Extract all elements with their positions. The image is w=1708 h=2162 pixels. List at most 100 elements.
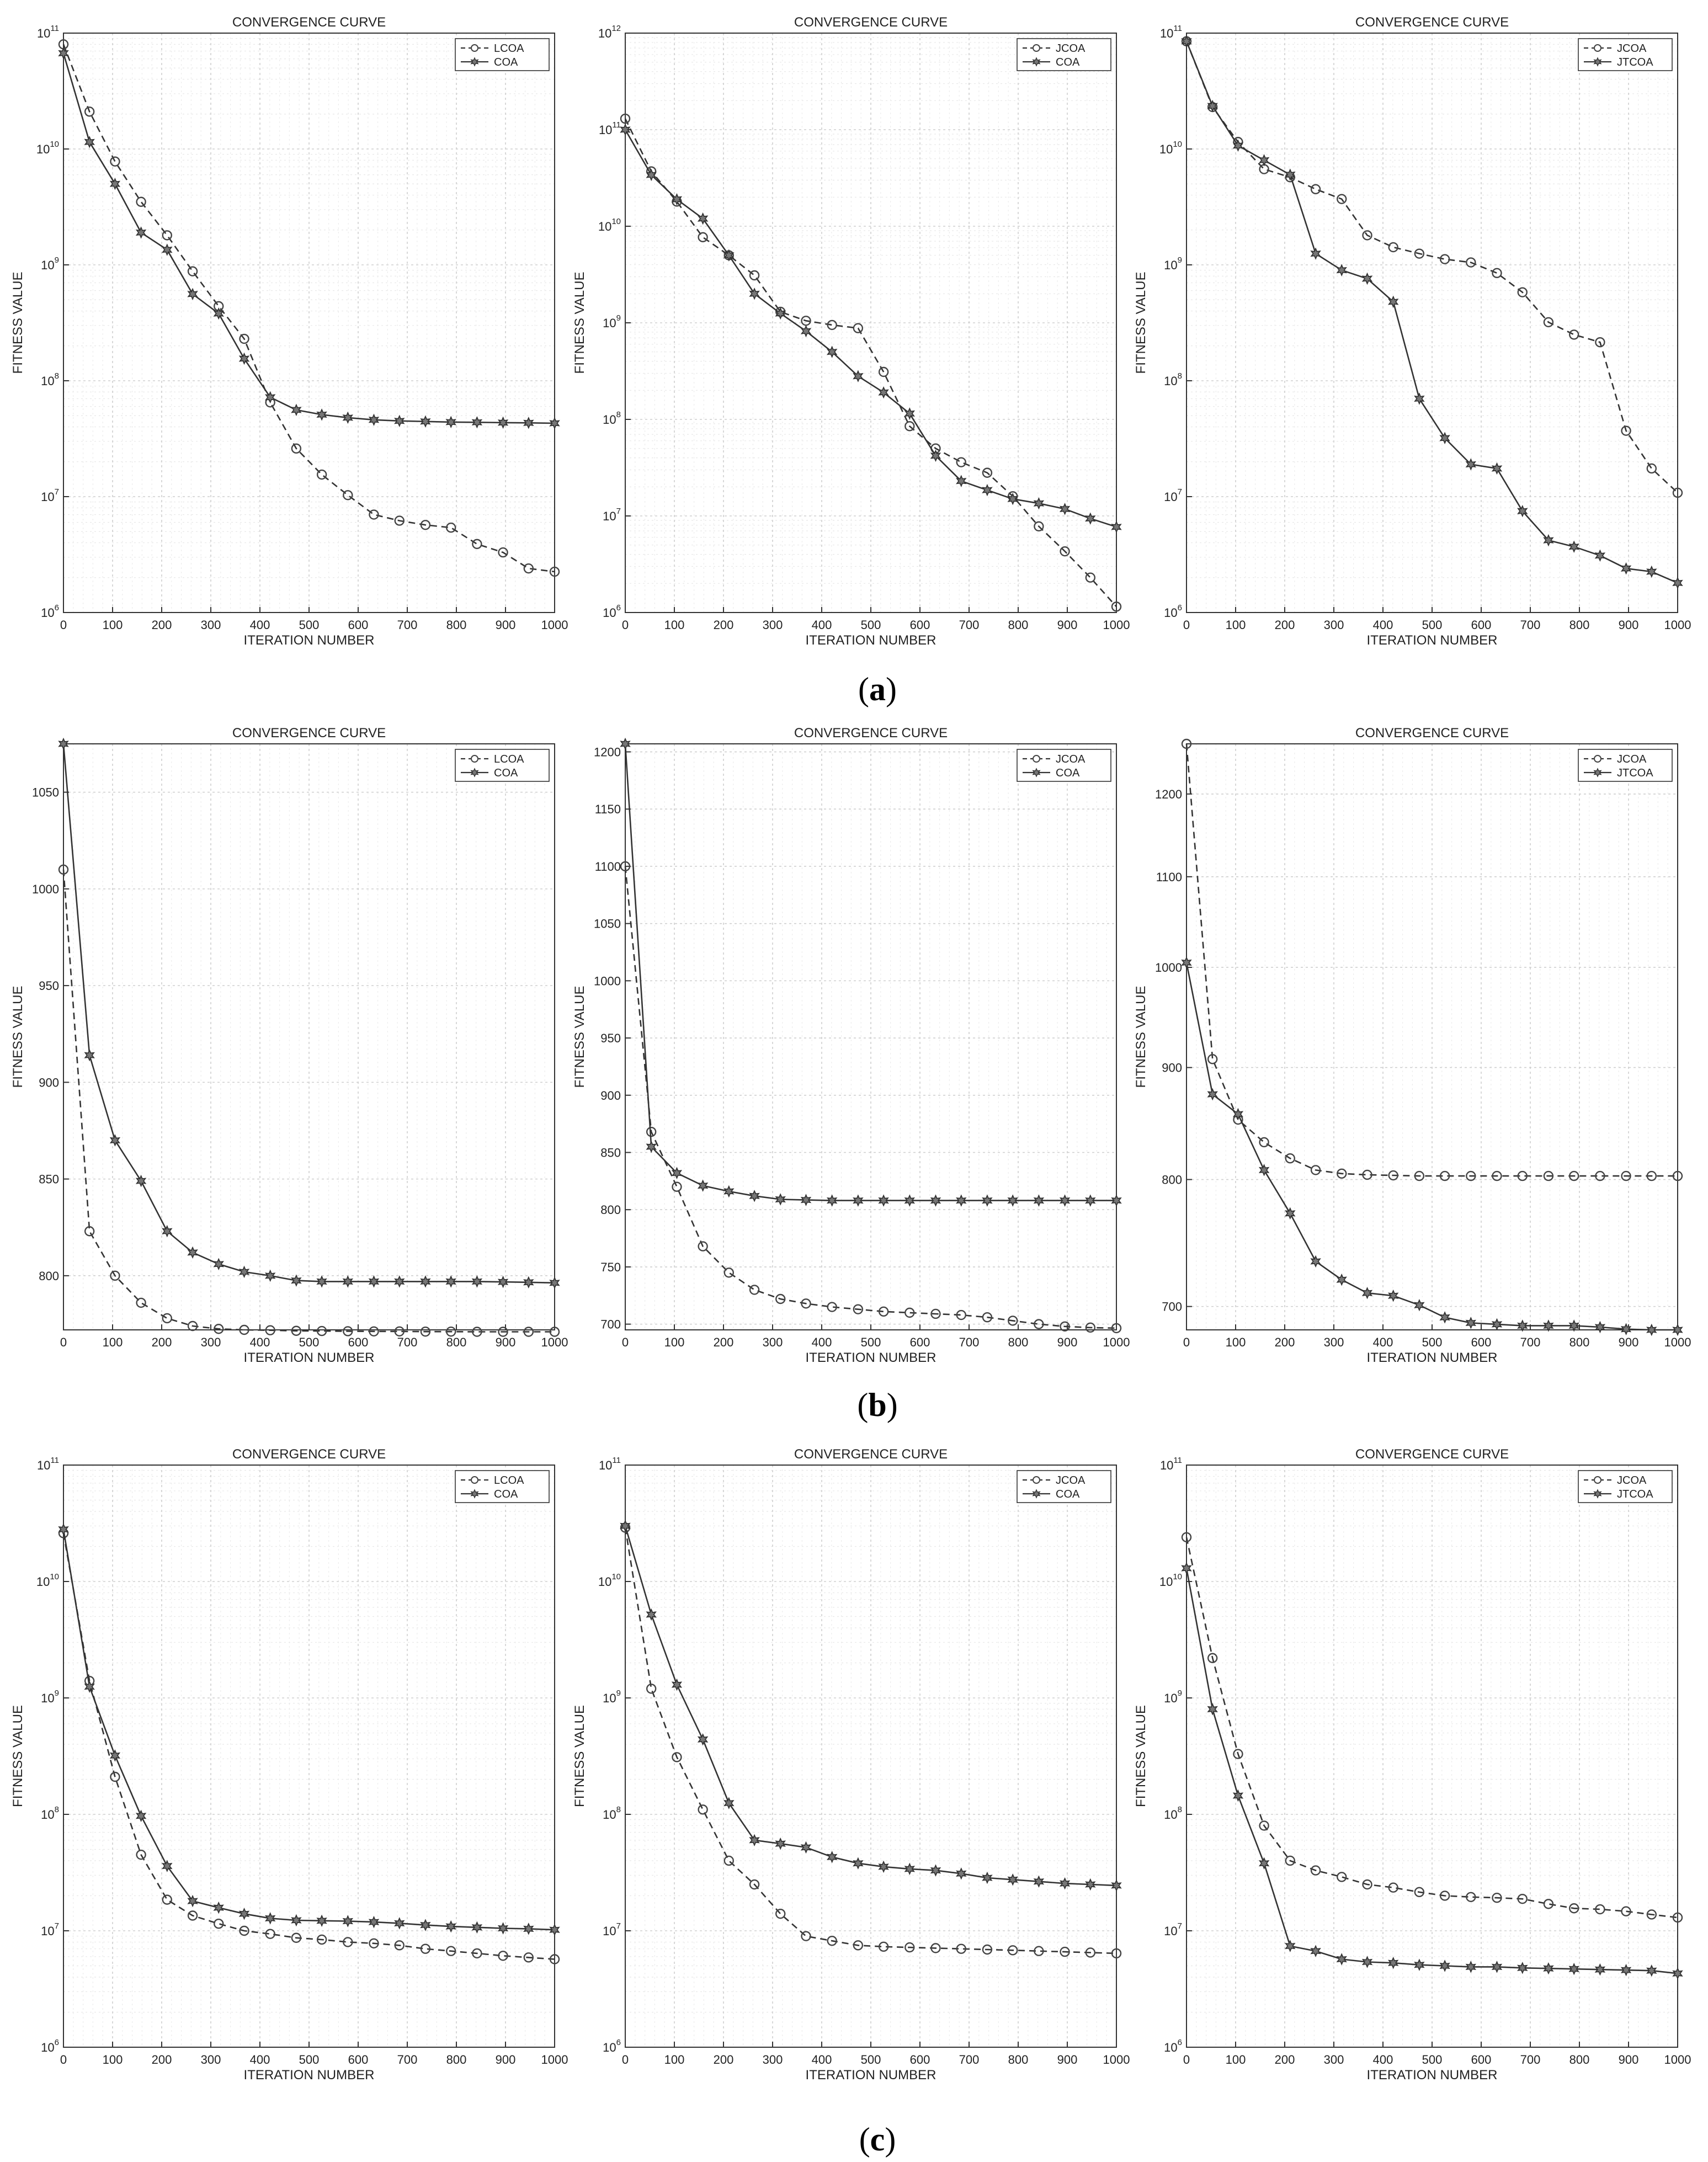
chart-a-2-point-coa bbox=[930, 449, 941, 462]
chart-c-1-xlabel: ITERATION NUMBER bbox=[244, 2068, 375, 2083]
chart-b-3-ytick-label: 700 bbox=[1162, 1300, 1182, 1314]
chart-a-1-point-lcoa bbox=[291, 443, 302, 454]
chart-b-2-xtick-label: 800 bbox=[1008, 1335, 1029, 1349]
chart-a-1-ytick-exp: 7 bbox=[55, 487, 59, 497]
chart-b-2-point-coa bbox=[853, 1194, 864, 1207]
chart-a-3-xtick-label: 1000 bbox=[1664, 618, 1691, 632]
chart-a-1-ytick-label: 107 bbox=[41, 487, 59, 504]
chart-a-2-point-coa bbox=[982, 483, 993, 497]
chart-c-1-point-lcoa bbox=[316, 1934, 327, 1945]
chart-c-3-point-jcoa bbox=[1621, 1906, 1631, 1916]
chart-b-2-point-coa bbox=[646, 1140, 657, 1153]
chart-b-3-point-jcoa bbox=[1414, 1170, 1425, 1181]
chart-c-3-point-jcoa bbox=[1337, 1872, 1347, 1882]
chart-a-2-ytick-base: 10 bbox=[598, 220, 611, 233]
chart-c-3-point-jtcoa bbox=[1232, 1789, 1244, 1802]
chart-c-3-point-jtcoa bbox=[1285, 1940, 1296, 1952]
chart-b-2-series-coa bbox=[620, 737, 1122, 1207]
chart-b-2-point-coa bbox=[956, 1194, 967, 1207]
chart-c-1-ytick-label: 108 bbox=[41, 1805, 59, 1822]
chart-b-2-point-jcoa bbox=[749, 1285, 760, 1295]
chart-b-2-point-coa bbox=[1085, 1194, 1096, 1207]
chart-a-3-point-jtcoa bbox=[1646, 565, 1657, 578]
chart-b-1: 0 100 200 300 400 500 600 700 800 900 1000 800 850 90… bbox=[10, 726, 568, 1365]
chart-a-2-point-jcoa bbox=[956, 457, 966, 467]
chart-c-1-legend-box bbox=[455, 1470, 550, 1503]
chart-c-2-xtick-label: 300 bbox=[763, 2053, 783, 2067]
chart-c-2-point-coa bbox=[904, 1862, 916, 1876]
chart-a-3-point-jtcoa bbox=[1439, 432, 1450, 445]
chart-c-1-ytick-label: 109 bbox=[41, 1689, 59, 1705]
chart-b-3-point-jcoa bbox=[1466, 1170, 1476, 1181]
chart-c-2-line-jcoa bbox=[624, 1527, 1117, 1955]
chart-a-3-xtick-label: 700 bbox=[1520, 618, 1541, 632]
chart-c-2-ytick-label: 109 bbox=[603, 1689, 621, 1705]
chart-c-1-ytick-exp: 7 bbox=[55, 1921, 59, 1931]
chart-a-3-point-jcoa bbox=[1569, 329, 1579, 340]
chart-c-2-ytick-exp: 11 bbox=[612, 1456, 621, 1465]
chart-c-2-ytick-label: 1010 bbox=[598, 1572, 621, 1589]
chart-c-2-point-coa bbox=[982, 1871, 993, 1884]
chart-b-1-point-lcoa bbox=[394, 1326, 405, 1337]
chart-a-1-ytick-base: 10 bbox=[41, 374, 54, 388]
chart-c-3-point-jtcoa bbox=[1310, 1945, 1321, 1957]
chart-a-3-point-jcoa bbox=[1466, 257, 1476, 268]
chart-a-1-ytick-exp: 11 bbox=[50, 24, 59, 33]
chart-b-3-xtick-label: 900 bbox=[1619, 1335, 1639, 1349]
chart-c-3-point-jtcoa bbox=[1620, 1963, 1632, 1977]
chart-b-1-point-lcoa bbox=[472, 1327, 482, 1337]
chart-a-3-xtick-label: 600 bbox=[1471, 618, 1492, 632]
chart-c-2-point-jcoa bbox=[827, 1935, 837, 1946]
chart-c-2-point-coa bbox=[620, 1520, 631, 1532]
chart-a-3-point-jcoa bbox=[1517, 287, 1528, 297]
chart-c-3-point-jtcoa bbox=[1672, 1967, 1683, 1980]
chart-a-3-ytick-label: 1011 bbox=[1160, 24, 1182, 40]
chart-a-1-xtick-label: 1000 bbox=[541, 618, 568, 632]
chart-c-3-legend-label: JCOA bbox=[1617, 1474, 1647, 1487]
chart-c-2: 0 100 200 300 400 500 600 700 800 900 100010610710… bbox=[572, 1447, 1130, 2083]
chart-b-1-xtick-label: 1000 bbox=[541, 1335, 568, 1349]
chart-a-1-xtick-label: 500 bbox=[299, 618, 320, 632]
chart-b-3-point-jtcoa bbox=[1336, 1273, 1347, 1286]
chart-c-1-xtick-label: 1000 bbox=[541, 2053, 568, 2067]
chart-a-2-ytick-label: 1012 bbox=[598, 24, 621, 40]
chart-c-2-point-jcoa bbox=[775, 1908, 786, 1919]
chart-b-2-point-jcoa bbox=[1085, 1322, 1096, 1333]
chart-c-3-point-jtcoa bbox=[1568, 1962, 1579, 1975]
chart-c-3-legend-label: JTCOA bbox=[1617, 1488, 1653, 1500]
chart-b-3-xtick-label: 100 bbox=[1226, 1335, 1246, 1349]
chart-c-1-point-lcoa bbox=[420, 1943, 431, 1954]
chart-a-2-point-jcoa bbox=[1085, 572, 1096, 583]
chart-a-3-ytick-exp: 6 bbox=[1178, 603, 1182, 613]
chart-a-1-point-coa bbox=[342, 411, 354, 424]
chart-c-3-point-jcoa bbox=[1310, 1865, 1321, 1876]
chart-a-2-ytick-exp: 8 bbox=[616, 410, 621, 419]
chart-c-3-series-jtcoa bbox=[1181, 1562, 1683, 1980]
chart-c-1-point-lcoa bbox=[343, 1937, 353, 1947]
chart-a-2-ytick-label: 109 bbox=[603, 313, 621, 330]
chart-b-1-xtick-label: 0 bbox=[60, 1335, 67, 1349]
chart-a-1-point-coa bbox=[420, 415, 431, 428]
chart-b-2-xtick-label: 200 bbox=[714, 1335, 734, 1349]
chart-a-2-point-coa bbox=[723, 249, 735, 262]
chart-c-1-point-lcoa bbox=[110, 1771, 120, 1782]
chart-c-1-point-lcoa bbox=[523, 1952, 534, 1963]
chart-b-3-point-jcoa bbox=[1492, 1170, 1502, 1181]
chart-c-3-point-jtcoa bbox=[1387, 1956, 1399, 1969]
chart-c-2-point-coa bbox=[800, 1841, 812, 1854]
chart-a-1-legend-box bbox=[455, 38, 550, 71]
chart-c-2-point-coa bbox=[697, 1733, 709, 1746]
chart-c-2-title: CONVERGENCE CURVE bbox=[794, 1447, 948, 1462]
chart-b-1-point-coa bbox=[316, 1275, 327, 1288]
chart-a-3-ytick-exp: 11 bbox=[1173, 24, 1182, 33]
chart-b-1-point-coa bbox=[58, 737, 69, 750]
chart-a-1-xtick-label: 800 bbox=[446, 618, 467, 632]
chart-b-1-point-lcoa bbox=[136, 1297, 146, 1308]
chart-a-2-point-jcoa bbox=[1034, 521, 1044, 532]
chart-b-3-xtick-label: 400 bbox=[1373, 1335, 1393, 1349]
chart-c-1-legend-marker bbox=[471, 1476, 478, 1484]
chart-b-1-legend-box bbox=[455, 749, 550, 782]
chart-b-1-point-lcoa bbox=[214, 1324, 224, 1334]
chart-c-1-point-coa bbox=[162, 1860, 173, 1872]
